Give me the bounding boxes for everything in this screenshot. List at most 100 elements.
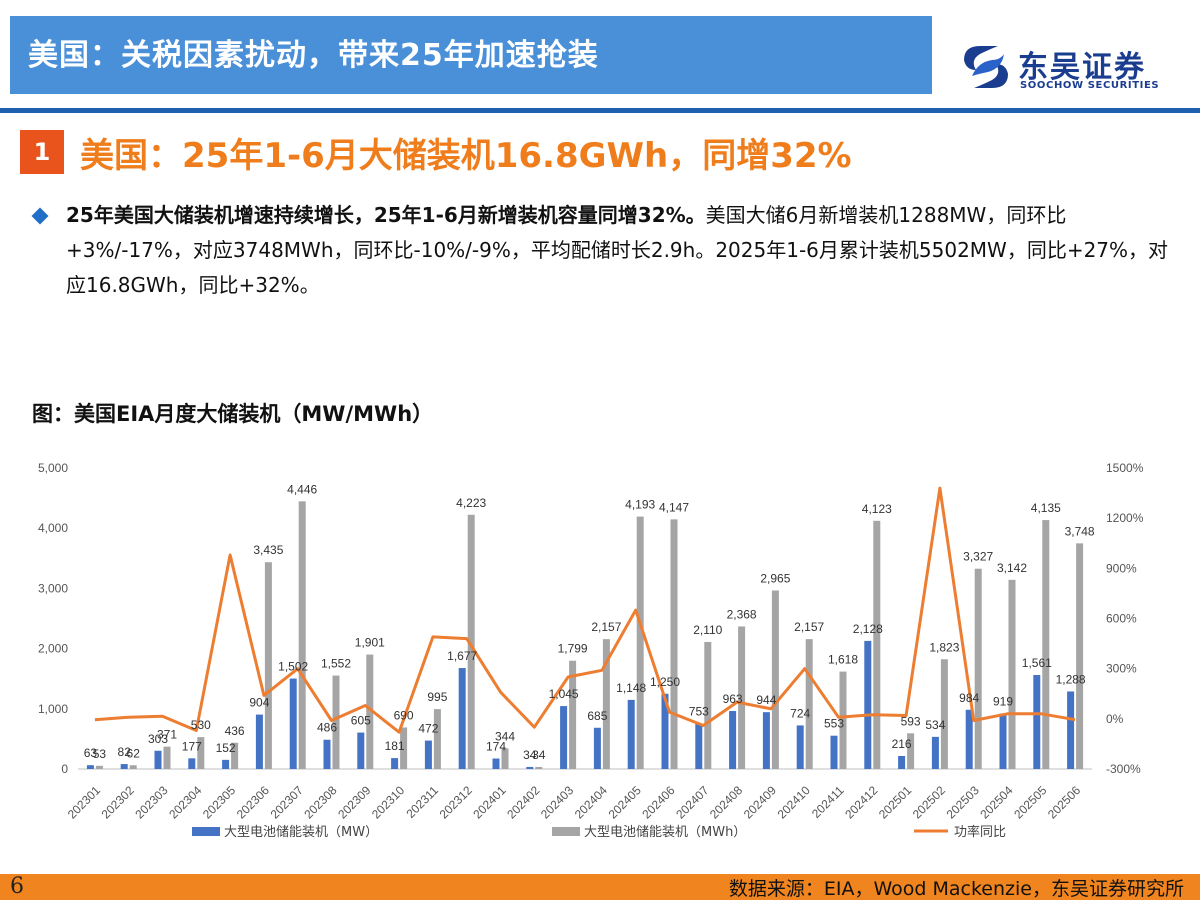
bar-mwh [264, 562, 272, 769]
data-label-mw: 919 [993, 695, 1013, 709]
summary-paragraph: 25年美国大储装机增速持续增长，25年1-6月新增装机容量同增32%。美国大储6… [66, 198, 1176, 303]
x-tick-label: 202306 [234, 783, 272, 821]
y-right-tick-label: 300% [1106, 662, 1137, 676]
data-label-mw: 534 [925, 718, 945, 732]
data-label-mw: 605 [351, 714, 371, 728]
legend-label-yoy: 功率同比 [954, 824, 1006, 840]
data-label-mwh: 344 [495, 729, 515, 743]
bar-mwh [602, 639, 610, 769]
bar-mwh [1076, 543, 1084, 769]
data-label-mwh: 4,123 [862, 502, 892, 516]
data-label-mwh: 4,147 [659, 500, 689, 514]
chart-data-labels: 63 82 303 177 152 904 1,502 486 605 181 472 1,677 17… [84, 482, 1095, 762]
data-label-mwh: 53 [93, 747, 107, 761]
data-label-mw: 486 [317, 721, 337, 735]
data-label-mw: 944 [756, 693, 776, 707]
x-tick-label: 202307 [268, 783, 306, 821]
x-tick-label: 202408 [707, 783, 745, 821]
data-label-mw: 984 [959, 691, 979, 705]
data-label-mwh: 2,157 [794, 620, 824, 634]
data-label-mwh: 3,748 [1065, 524, 1095, 538]
bar-mwh [873, 520, 881, 769]
x-tick-label: 202503 [944, 783, 982, 821]
data-label-mwh: 436 [225, 724, 245, 738]
bar-mw [931, 736, 939, 769]
data-label-mwh: 1,618 [828, 653, 858, 667]
data-label-mw: 1,561 [1022, 656, 1052, 670]
data-label-mw: 181 [385, 739, 405, 753]
soochow-logo-icon [964, 46, 1008, 88]
y-left-tick-label: 4,000 [38, 521, 68, 535]
bar-mw [357, 732, 365, 769]
section-number-badge: 1 [20, 130, 64, 174]
bar-mwh [535, 766, 543, 769]
bar-mwh [163, 746, 171, 769]
data-label-mw: 1,502 [278, 660, 308, 674]
bar-mw [965, 709, 973, 769]
data-label-mwh: 2,368 [727, 607, 757, 621]
y-right-tick-label: 1200% [1106, 511, 1144, 525]
bar-mw [289, 678, 297, 769]
bar-mw [526, 766, 534, 769]
bar-mwh [974, 568, 982, 769]
section-title: 美国：25年1-6月大储装机16.8GWh，同增32% [80, 136, 852, 176]
data-label-mw: 1,045 [549, 687, 579, 701]
bar-mw [222, 759, 230, 769]
y-left-tick-label: 1,000 [38, 702, 68, 716]
data-label-mw: 753 [689, 705, 709, 719]
bar-mwh [1042, 520, 1050, 769]
logo-text-en: SOOCHOW SECURITIES [1020, 80, 1160, 91]
data-label-mw: 1,148 [616, 681, 646, 695]
data-label-mw: 724 [790, 706, 810, 720]
data-label-mwh: 1,799 [558, 642, 588, 656]
bar-mw [188, 758, 196, 769]
x-tick-label: 202502 [910, 783, 948, 821]
summary-text: 美国大储6月新增装机1288MW，同环比+3%/-17%，对应3748MWh，同… [66, 203, 1169, 297]
data-label-mwh: 1,823 [929, 640, 959, 654]
line-yoy [94, 486, 1076, 734]
data-label-mwh: 62 [127, 746, 141, 760]
bar-mw [593, 727, 601, 769]
data-label-mw: 553 [824, 717, 844, 731]
data-label-mwh: 3,327 [963, 550, 993, 564]
data-label-mw: 685 [587, 709, 607, 723]
x-tick-label: 202411 [809, 783, 847, 821]
x-tick-label: 202310 [369, 783, 407, 821]
bar-mw [120, 764, 128, 769]
header-divider [0, 108, 1200, 113]
x-tick-label: 202403 [538, 783, 576, 821]
bar-mwh [501, 748, 509, 769]
x-tick-label: 202309 [335, 783, 373, 821]
x-tick-label: 202504 [977, 783, 1015, 821]
x-tick-label: 202308 [301, 783, 339, 821]
bar-mwh [940, 659, 948, 769]
page-number: 6 [10, 874, 24, 899]
bar-mw [627, 699, 635, 769]
page-title: 美国：关税因素扰动，带来25年加速抢装 [28, 38, 599, 73]
bar-mw [695, 723, 703, 769]
legend-swatch-mwh [552, 827, 580, 836]
x-tick-label: 202410 [775, 783, 813, 821]
bar-mw [424, 740, 432, 769]
data-label-mwh: 371 [157, 728, 177, 742]
bar-mwh [467, 514, 475, 769]
bar-mw [830, 735, 838, 769]
bar-mw [560, 706, 568, 769]
x-tick-label: 202401 [470, 783, 508, 821]
bar-mw [999, 713, 1007, 769]
bar-mw [1067, 691, 1075, 769]
y-right-tick-label: 900% [1106, 561, 1137, 575]
x-tick-label: 202406 [639, 783, 677, 821]
data-label-mwh: 2,965 [760, 572, 790, 586]
data-label-mw: 82 [118, 745, 132, 759]
bar-mwh [332, 675, 340, 769]
y-right-tick-label: 0% [1106, 712, 1124, 726]
data-label-mwh: 4,135 [1031, 501, 1061, 515]
data-label-mw: 904 [249, 696, 269, 710]
bar-mw [796, 725, 804, 769]
bar-mwh [231, 742, 239, 769]
data-label-mwh: 4,446 [287, 482, 317, 496]
bar-mwh [839, 671, 847, 769]
bar-mw [255, 714, 263, 769]
bar-mw [1033, 675, 1041, 769]
